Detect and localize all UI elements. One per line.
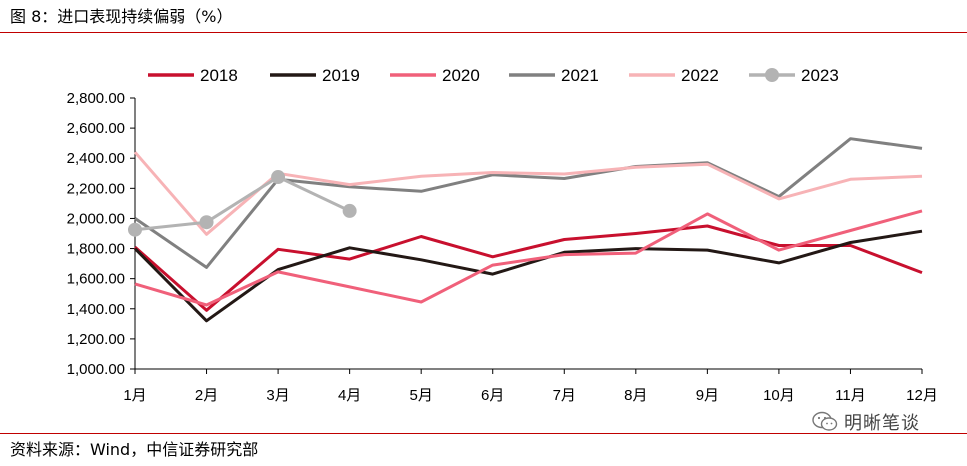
series-2023	[128, 170, 357, 237]
y-tick-label: 1,800.00	[67, 241, 125, 258]
legend-item-2021: 2021	[509, 66, 599, 85]
wechat-icon	[812, 411, 838, 431]
legend-label: 2022	[681, 66, 719, 85]
legend-item-2020: 2020	[390, 66, 480, 85]
y-tick-label: 1,400.00	[67, 301, 125, 318]
x-tick-label: 11月	[835, 387, 866, 404]
x-tick-label: 9月	[696, 387, 719, 404]
legend-label: 2018	[200, 66, 238, 85]
chart-axes: 1,000.00 1,200.00 1,400.00 1,600.00 1,800.00…	[67, 90, 938, 404]
series-line-2020	[134, 209, 923, 307]
series-2020	[134, 209, 923, 307]
legend-label: 2019	[322, 66, 360, 85]
legend-item-2023: 2023	[749, 66, 839, 85]
top-rule	[0, 32, 967, 33]
y-tick-label: 1,200.00	[67, 331, 125, 348]
legend-marker	[765, 68, 779, 82]
series-2021	[134, 137, 923, 269]
y-tick-label: 2,800.00	[67, 90, 125, 107]
data-point-2023	[128, 222, 142, 237]
data-point-2023	[199, 215, 214, 230]
series-2018	[134, 224, 923, 312]
chart-legend: 2018 2019 2020 2021 2022 2023	[148, 66, 839, 85]
y-tick-label: 2,200.00	[67, 180, 125, 197]
y-tick-label: 2,000.00	[67, 210, 125, 227]
y-tick-label: 2,600.00	[67, 120, 125, 137]
figure-title: 图 8：进口表现持续偏弱（%）	[10, 7, 233, 26]
y-tick-label: 1,600.00	[67, 271, 125, 288]
watermark: 明晰笔谈	[812, 408, 920, 436]
x-tick-label: 2月	[195, 387, 218, 404]
x-tick-label: 12月	[906, 387, 938, 404]
watermark-text: 明晰笔谈	[844, 413, 920, 434]
legend-item-2019: 2019	[270, 66, 360, 85]
data-point-2023	[271, 170, 286, 185]
x-tick-label: 8月	[624, 387, 647, 404]
legend-label: 2023	[801, 66, 839, 85]
legend-label: 2021	[561, 66, 599, 85]
series-line-2021	[134, 137, 923, 269]
data-point-2023	[342, 203, 357, 218]
series-line-2023	[134, 175, 351, 232]
y-tick-label: 2,400.00	[67, 150, 125, 167]
source-note: 资料来源：Wind，中信证券研究部	[10, 440, 259, 459]
bottom-rule	[0, 433, 967, 434]
legend-item-2022: 2022	[629, 66, 719, 85]
series-line-2018	[134, 224, 923, 312]
x-tick-label: 6月	[481, 387, 504, 404]
x-tick-label: 4月	[338, 387, 361, 404]
x-tick-label: 5月	[410, 387, 433, 404]
x-tick-label: 1月	[123, 387, 146, 404]
y-tick-label: 1,000.00	[67, 361, 125, 378]
x-tick-label: 7月	[553, 387, 576, 404]
x-tick-label: 3月	[266, 387, 289, 404]
chart-plot-area	[128, 137, 923, 323]
legend-label: 2020	[442, 66, 480, 85]
legend-item-2018: 2018	[148, 66, 238, 85]
x-tick-label: 10月	[763, 387, 795, 404]
